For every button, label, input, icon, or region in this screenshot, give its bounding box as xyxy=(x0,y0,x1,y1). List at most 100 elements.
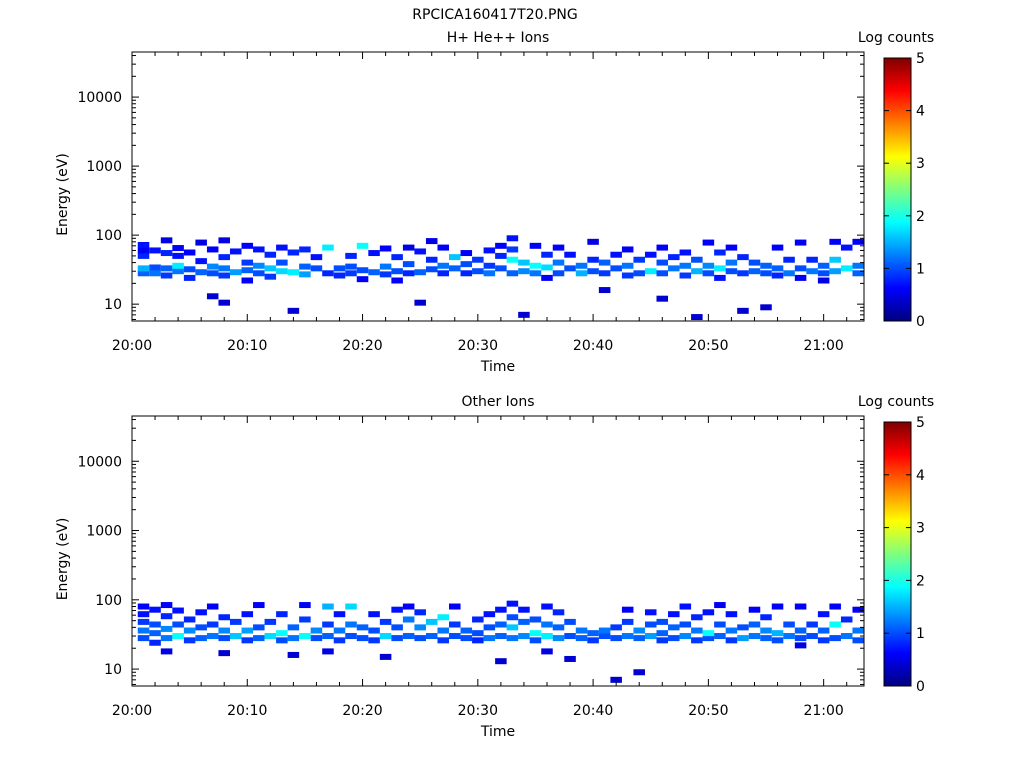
heatmap-cell xyxy=(829,268,841,275)
heatmap-cell xyxy=(610,624,622,631)
heatmap-cell xyxy=(460,261,473,268)
colorbar-tick-label: 4 xyxy=(916,468,925,484)
heatmap-cell xyxy=(495,658,507,665)
heatmap-cell xyxy=(264,273,277,280)
heatmap-cell xyxy=(253,246,265,253)
heatmap-cell xyxy=(621,633,634,640)
heatmap-cell xyxy=(794,635,807,642)
heatmap-cell xyxy=(702,635,715,642)
x-tick-label: 20:30 xyxy=(458,338,498,354)
x-tick-label: 20:50 xyxy=(688,703,728,719)
heatmap-cell xyxy=(737,307,749,314)
heatmap-cell xyxy=(529,616,542,623)
heatmap-cell xyxy=(668,635,680,642)
heatmap-cell xyxy=(195,609,207,616)
heatmap-cell xyxy=(356,276,369,283)
heatmap-cell xyxy=(483,611,496,618)
heatmap-cell xyxy=(437,614,450,621)
heatmap-cell xyxy=(160,635,173,642)
heatmap-cell xyxy=(183,616,196,623)
x-axis: 20:00 20:10 20:20 20:30 20:40 20:50 21:00 Time xyxy=(112,52,848,375)
heatmap-cell xyxy=(714,274,726,281)
heatmap-cell xyxy=(691,637,703,644)
heatmap-cell xyxy=(598,259,611,266)
heatmap-cell xyxy=(644,251,657,258)
heatmap-cell xyxy=(195,258,207,265)
heatmap-cell xyxy=(333,272,346,279)
heatmap-cell xyxy=(137,252,150,259)
heatmap-cell xyxy=(368,269,380,276)
heatmap-cell xyxy=(333,627,346,634)
heatmap-cell xyxy=(829,621,841,628)
heatmap-cell xyxy=(737,270,749,277)
heatmap-cell xyxy=(425,633,438,640)
heatmap-cell xyxy=(241,611,254,618)
heatmap-cell xyxy=(299,616,311,623)
heatmap-cell xyxy=(702,239,715,246)
heatmap-cell xyxy=(552,609,565,616)
heatmap-cell xyxy=(322,633,334,640)
heatmap-cell xyxy=(253,624,265,631)
heatmap-cell xyxy=(322,244,334,251)
heatmap-cell xyxy=(794,274,807,281)
x-axis-title: Time xyxy=(480,359,515,375)
colorbar-scale xyxy=(883,57,912,322)
heatmap-cell xyxy=(483,270,496,277)
colorbar-tick-label: 1 xyxy=(916,626,925,642)
heatmap-cell xyxy=(794,603,807,610)
heatmap-cell xyxy=(495,265,507,272)
heatmap-cell xyxy=(437,270,450,277)
heatmap-cell xyxy=(229,633,242,640)
heatmap-cell xyxy=(737,254,749,261)
heatmap-cell xyxy=(806,633,818,640)
heatmap-cell xyxy=(172,621,184,628)
heatmap-cell xyxy=(391,635,403,642)
heatmap-cell xyxy=(748,606,761,613)
heatmap-cell xyxy=(691,627,703,634)
heatmap-cell xyxy=(840,616,853,623)
heatmap-cell xyxy=(391,277,403,284)
heatmap-cell xyxy=(402,244,415,251)
heatmap-cell xyxy=(794,627,807,634)
heatmap-cell xyxy=(656,244,669,251)
colorbar-tick-label: 5 xyxy=(916,415,925,431)
heatmap-cell xyxy=(241,637,254,644)
heatmap-cell xyxy=(840,633,853,640)
heatmap-cell xyxy=(379,245,392,252)
y-tick-label: 1000 xyxy=(86,159,122,175)
heatmap-cell xyxy=(506,635,519,642)
heatmap-cell xyxy=(414,248,426,255)
heatmap-cell xyxy=(529,630,542,637)
heatmap-cell xyxy=(794,239,807,246)
heatmap-cell xyxy=(564,618,576,625)
colorbar: 0 1 2 3 4 5 Log counts xyxy=(858,30,934,330)
heatmap-cell xyxy=(310,627,323,634)
heatmap-cell xyxy=(829,635,841,642)
heatmap-cell xyxy=(668,611,680,618)
heatmap-cell xyxy=(714,633,726,640)
colorbar-tick-label: 1 xyxy=(916,261,925,277)
heatmap-cell xyxy=(552,259,565,266)
heatmap-cell xyxy=(449,254,461,261)
heatmap-cell xyxy=(852,238,864,245)
heatmap-cell xyxy=(310,635,323,642)
heatmap-cell xyxy=(575,262,588,269)
heatmap-cell xyxy=(610,251,622,258)
heatmap-cell xyxy=(529,637,542,644)
x-tick-label: 20:40 xyxy=(573,338,613,354)
heatmap-cell xyxy=(172,245,184,252)
heatmap-cell xyxy=(725,268,738,275)
heatmap-cell xyxy=(299,602,311,609)
heatmap-cell xyxy=(748,259,761,266)
heatmap-cell xyxy=(391,268,403,275)
heatmap-cell xyxy=(552,270,565,277)
heatmap-cell xyxy=(206,263,219,270)
heatmap-cell xyxy=(495,252,507,259)
heatmap-cell xyxy=(149,247,161,254)
heatmap-cell xyxy=(391,624,403,631)
heatmap-cell xyxy=(817,277,830,284)
heatmap-cell xyxy=(483,624,496,631)
heatmap-cell xyxy=(206,621,219,628)
heatmap-cell xyxy=(206,270,219,277)
heatmap-cell xyxy=(195,624,207,631)
